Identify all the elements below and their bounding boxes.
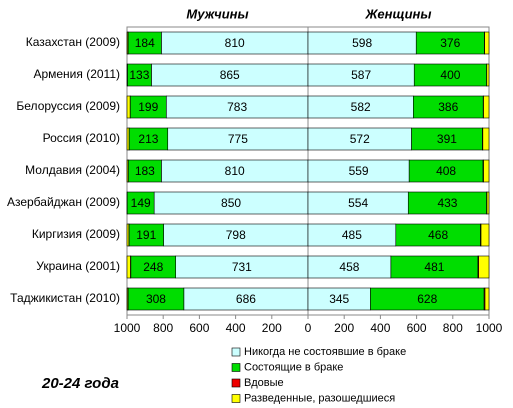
bar-segment	[126, 95, 131, 119]
data-label: 213	[138, 132, 158, 146]
data-label: 184	[135, 36, 155, 50]
data-label: 798	[226, 228, 246, 242]
data-label: 481	[424, 260, 444, 274]
x-tick-label: 800	[153, 321, 173, 335]
bar-segment	[480, 223, 490, 247]
data-label: 572	[350, 132, 370, 146]
data-label: 810	[225, 164, 245, 178]
data-label: 248	[143, 260, 163, 274]
legend-label: Никогда не состоявшие в браке	[244, 346, 406, 358]
legend-swatch	[231, 347, 241, 357]
y-tick-label: Молдавия (2004)	[25, 163, 120, 177]
data-label: 559	[349, 164, 369, 178]
x-tick-label: 0	[305, 321, 312, 335]
x-tick-label: 1000	[476, 321, 503, 335]
y-tick-label: Украина (2001)	[36, 259, 120, 273]
bar-segment	[484, 287, 490, 311]
bar-segment	[484, 31, 490, 55]
legend-label: Разведенные, разошедшиеся	[244, 392, 395, 404]
data-label: 598	[352, 36, 372, 50]
data-label: 686	[236, 292, 256, 306]
bar-segment	[126, 223, 130, 247]
x-tick-label: 800	[443, 321, 463, 335]
panel-title: Женщины	[364, 6, 431, 21]
data-label: 133	[129, 68, 149, 82]
x-tick-label: 200	[334, 321, 354, 335]
data-label: 628	[417, 292, 437, 306]
data-label: 149	[131, 196, 151, 210]
data-label: 345	[329, 292, 349, 306]
data-label: 865	[220, 68, 240, 82]
data-label: 183	[135, 164, 155, 178]
bar-segment	[483, 159, 490, 183]
legend-label: Состоящие в браке	[244, 361, 343, 373]
y-tick-label: Белоруссия (2009)	[16, 99, 120, 113]
y-tick-label: Казахстан (2009)	[26, 35, 120, 49]
bar-segment	[126, 31, 129, 55]
annotation: 20-24 года	[41, 375, 119, 392]
bar-segment	[486, 63, 490, 87]
data-label: 391	[437, 132, 457, 146]
data-label: 731	[232, 260, 252, 274]
legend-swatch	[231, 378, 241, 388]
data-label: 308	[146, 292, 166, 306]
data-label: 468	[428, 228, 448, 242]
data-label: 376	[440, 36, 460, 50]
legend-swatch	[231, 363, 241, 372]
bar-segment	[126, 255, 131, 279]
x-tick-label: 400	[226, 321, 246, 335]
data-label: 775	[228, 132, 248, 146]
panel-title: Мужчины	[186, 6, 248, 21]
y-tick-label: Россия (2010)	[43, 131, 120, 145]
bar-segment	[126, 127, 130, 151]
data-label: 408	[436, 164, 456, 178]
x-tick-label: 400	[370, 321, 390, 335]
bar-segment	[126, 159, 129, 183]
data-label: 485	[342, 228, 362, 242]
y-tick-label: Армения (2011)	[33, 67, 120, 81]
bar-segment	[486, 191, 490, 215]
data-label: 810	[225, 36, 245, 50]
data-label: 458	[339, 260, 359, 274]
x-tick-label: 600	[189, 321, 209, 335]
bar-segment	[126, 287, 129, 311]
legend-swatch	[231, 394, 241, 403]
x-tick-label: 1000	[114, 321, 141, 335]
data-label: 191	[136, 228, 156, 242]
x-tick-label: 600	[407, 321, 427, 335]
x-tick-label: 200	[262, 321, 282, 335]
bar-segment	[478, 255, 490, 279]
y-tick-label: Азербайджан (2009)	[7, 195, 120, 209]
y-tick-label: Киргизия (2009)	[32, 227, 120, 241]
data-label: 554	[348, 196, 368, 210]
data-label: 587	[351, 68, 371, 82]
data-label: 582	[351, 100, 371, 114]
data-label: 850	[221, 196, 241, 210]
y-tick-label: Таджикистан (2010)	[10, 291, 120, 305]
data-label: 400	[440, 68, 460, 82]
data-label: 433	[437, 196, 457, 210]
legend-label: Вдовые	[244, 377, 284, 389]
data-label: 386	[438, 100, 458, 114]
bar-segment	[482, 127, 490, 151]
bar-segment	[483, 95, 490, 119]
data-label: 199	[138, 100, 158, 114]
data-label: 783	[227, 100, 247, 114]
